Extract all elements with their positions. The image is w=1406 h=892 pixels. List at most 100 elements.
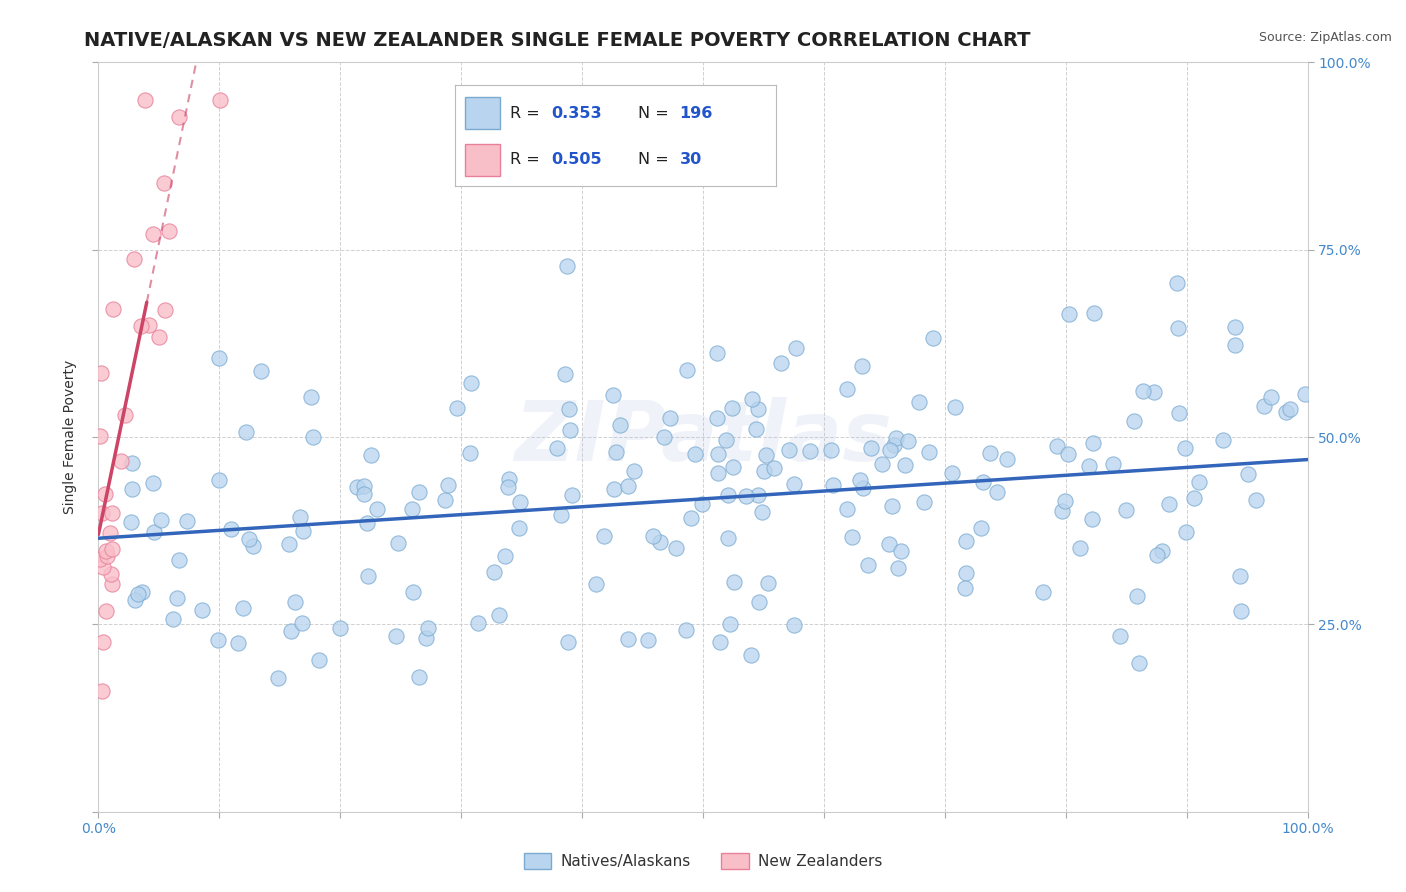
Point bbox=[770, 356, 793, 370]
Point bbox=[460, 376, 482, 390]
Point bbox=[1053, 494, 1076, 508]
Point bbox=[706, 346, 728, 360]
Point bbox=[785, 341, 807, 355]
Point bbox=[1253, 399, 1275, 413]
Point bbox=[1167, 321, 1189, 335]
Legend: Natives/Alaskans, New Zealanders: Natives/Alaskans, New Zealanders bbox=[517, 847, 889, 875]
Point bbox=[1237, 467, 1260, 481]
Point bbox=[546, 441, 568, 455]
Point bbox=[353, 478, 375, 492]
Point bbox=[748, 594, 770, 608]
Point bbox=[1032, 585, 1054, 599]
Text: NATIVE/ALASKAN VS NEW ZEALANDER SINGLE FEMALE POVERTY CORRELATION CHART: NATIVE/ALASKAN VS NEW ZEALANDER SINGLE F… bbox=[84, 31, 1031, 50]
Point bbox=[849, 473, 872, 487]
Point bbox=[856, 558, 879, 572]
Point bbox=[408, 485, 430, 500]
Point bbox=[623, 464, 645, 478]
Point bbox=[658, 411, 681, 425]
Point bbox=[291, 615, 314, 630]
Point bbox=[96, 549, 118, 563]
Y-axis label: Single Female Poverty: Single Female Poverty bbox=[63, 360, 77, 514]
Point bbox=[1083, 306, 1105, 320]
Point bbox=[232, 601, 254, 615]
Point bbox=[877, 537, 900, 551]
Point bbox=[835, 501, 858, 516]
Point bbox=[690, 497, 713, 511]
Point bbox=[89, 429, 111, 443]
Point bbox=[823, 477, 845, 491]
Point bbox=[879, 442, 901, 457]
Point bbox=[134, 93, 156, 107]
Point bbox=[859, 441, 882, 455]
Point bbox=[166, 591, 188, 606]
Point bbox=[593, 528, 616, 542]
Point bbox=[1182, 491, 1205, 505]
Point bbox=[167, 552, 190, 566]
Point bbox=[153, 302, 176, 317]
Point bbox=[799, 443, 821, 458]
Point bbox=[508, 521, 530, 535]
Point bbox=[763, 460, 786, 475]
Point bbox=[602, 388, 624, 402]
Point bbox=[557, 635, 579, 649]
Point bbox=[415, 631, 437, 645]
Point bbox=[754, 449, 776, 463]
Point bbox=[1157, 497, 1180, 511]
Point bbox=[416, 621, 439, 635]
Point bbox=[93, 487, 115, 501]
Point bbox=[1143, 384, 1166, 399]
Point bbox=[278, 537, 301, 551]
Point bbox=[219, 522, 242, 536]
Point bbox=[997, 451, 1019, 466]
Point bbox=[458, 446, 481, 460]
Point bbox=[756, 575, 779, 590]
Point bbox=[706, 466, 728, 480]
Point bbox=[284, 595, 307, 609]
Point bbox=[124, 593, 146, 607]
Point bbox=[90, 507, 112, 521]
Point bbox=[101, 541, 124, 556]
Point bbox=[734, 490, 756, 504]
Point bbox=[870, 458, 893, 472]
Point bbox=[752, 465, 775, 479]
Point bbox=[561, 488, 583, 502]
Point bbox=[751, 505, 773, 519]
Point bbox=[467, 615, 489, 630]
Point bbox=[841, 530, 863, 544]
Point bbox=[129, 318, 152, 333]
Point bbox=[972, 475, 994, 489]
Point bbox=[122, 252, 145, 266]
Point bbox=[918, 445, 941, 459]
Point bbox=[1223, 337, 1246, 351]
Point bbox=[1212, 434, 1234, 448]
Point bbox=[718, 616, 741, 631]
Point bbox=[436, 478, 458, 492]
Point bbox=[665, 541, 688, 556]
Point bbox=[308, 653, 330, 667]
Point bbox=[1115, 503, 1137, 517]
Point bbox=[1102, 457, 1125, 471]
Point bbox=[897, 434, 920, 449]
Point bbox=[291, 524, 314, 539]
Point bbox=[148, 330, 170, 344]
Point bbox=[1081, 512, 1104, 526]
Point bbox=[96, 604, 118, 618]
Point bbox=[1278, 402, 1301, 417]
Point bbox=[208, 473, 231, 487]
Point bbox=[242, 539, 264, 553]
Point bbox=[851, 359, 873, 373]
Point bbox=[496, 480, 519, 494]
Point bbox=[741, 392, 763, 407]
Point bbox=[922, 331, 945, 345]
Point bbox=[101, 506, 124, 520]
Point bbox=[100, 576, 122, 591]
Point bbox=[1069, 541, 1091, 556]
Point bbox=[356, 516, 378, 531]
Point bbox=[820, 442, 842, 457]
Point bbox=[385, 629, 408, 643]
Point bbox=[1081, 436, 1104, 450]
Point bbox=[1146, 548, 1168, 562]
Point bbox=[717, 487, 740, 501]
Point bbox=[637, 633, 659, 648]
Point bbox=[717, 531, 740, 545]
